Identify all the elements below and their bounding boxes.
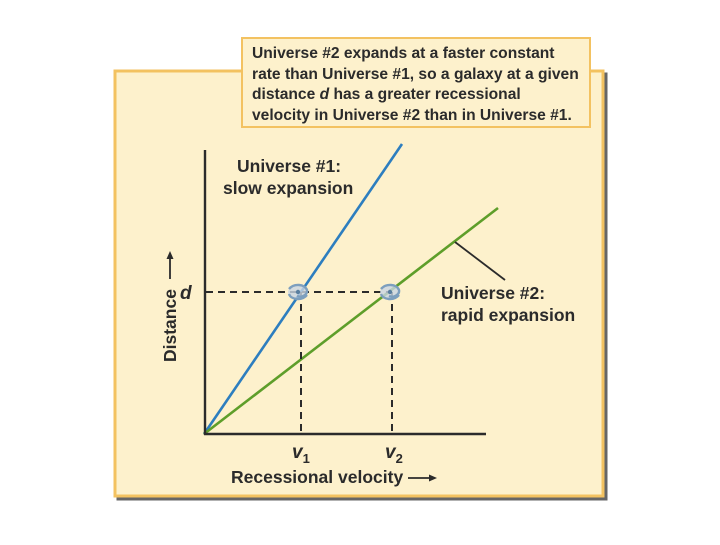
universe1-label-title: Universe #1: (237, 156, 341, 176)
v2-subscript: 2 (396, 451, 403, 466)
caption-text-part1: Universe #2 expands at a faster constant… (252, 45, 579, 103)
arrow-right-icon (408, 474, 437, 482)
axes (203, 150, 486, 436)
distance-d-marker: d (180, 283, 192, 304)
caption-text-italic-d: d (319, 86, 330, 103)
dashed-guides (206, 291, 393, 434)
caption-text-part2: has a greater recessional velocity in Un… (252, 86, 572, 124)
v1-letter: v (292, 442, 304, 463)
universe2-label-title: Universe #2: (441, 283, 545, 303)
universe2-pointer (454, 241, 506, 281)
v2-tick-label: v2 (385, 442, 403, 466)
galaxy-icon (379, 283, 401, 301)
v1-tick-label: v1 (292, 442, 310, 466)
universe1-label-subtitle: slow expansion (223, 178, 353, 198)
caption-box: Universe #2 expands at a faster constant… (241, 37, 591, 128)
arrow-up-icon (166, 251, 174, 279)
galaxy-icon (287, 283, 309, 301)
x-axis-label: Recessional velocity (231, 467, 403, 487)
v2-letter: v (385, 442, 397, 463)
universe2-line (203, 206, 499, 436)
y-axis-label: Distance (160, 289, 180, 362)
diagram-panel (113, 69, 605, 498)
universe2-label-subtitle: rapid expansion (441, 305, 575, 325)
v1-subscript: 1 (303, 451, 310, 466)
